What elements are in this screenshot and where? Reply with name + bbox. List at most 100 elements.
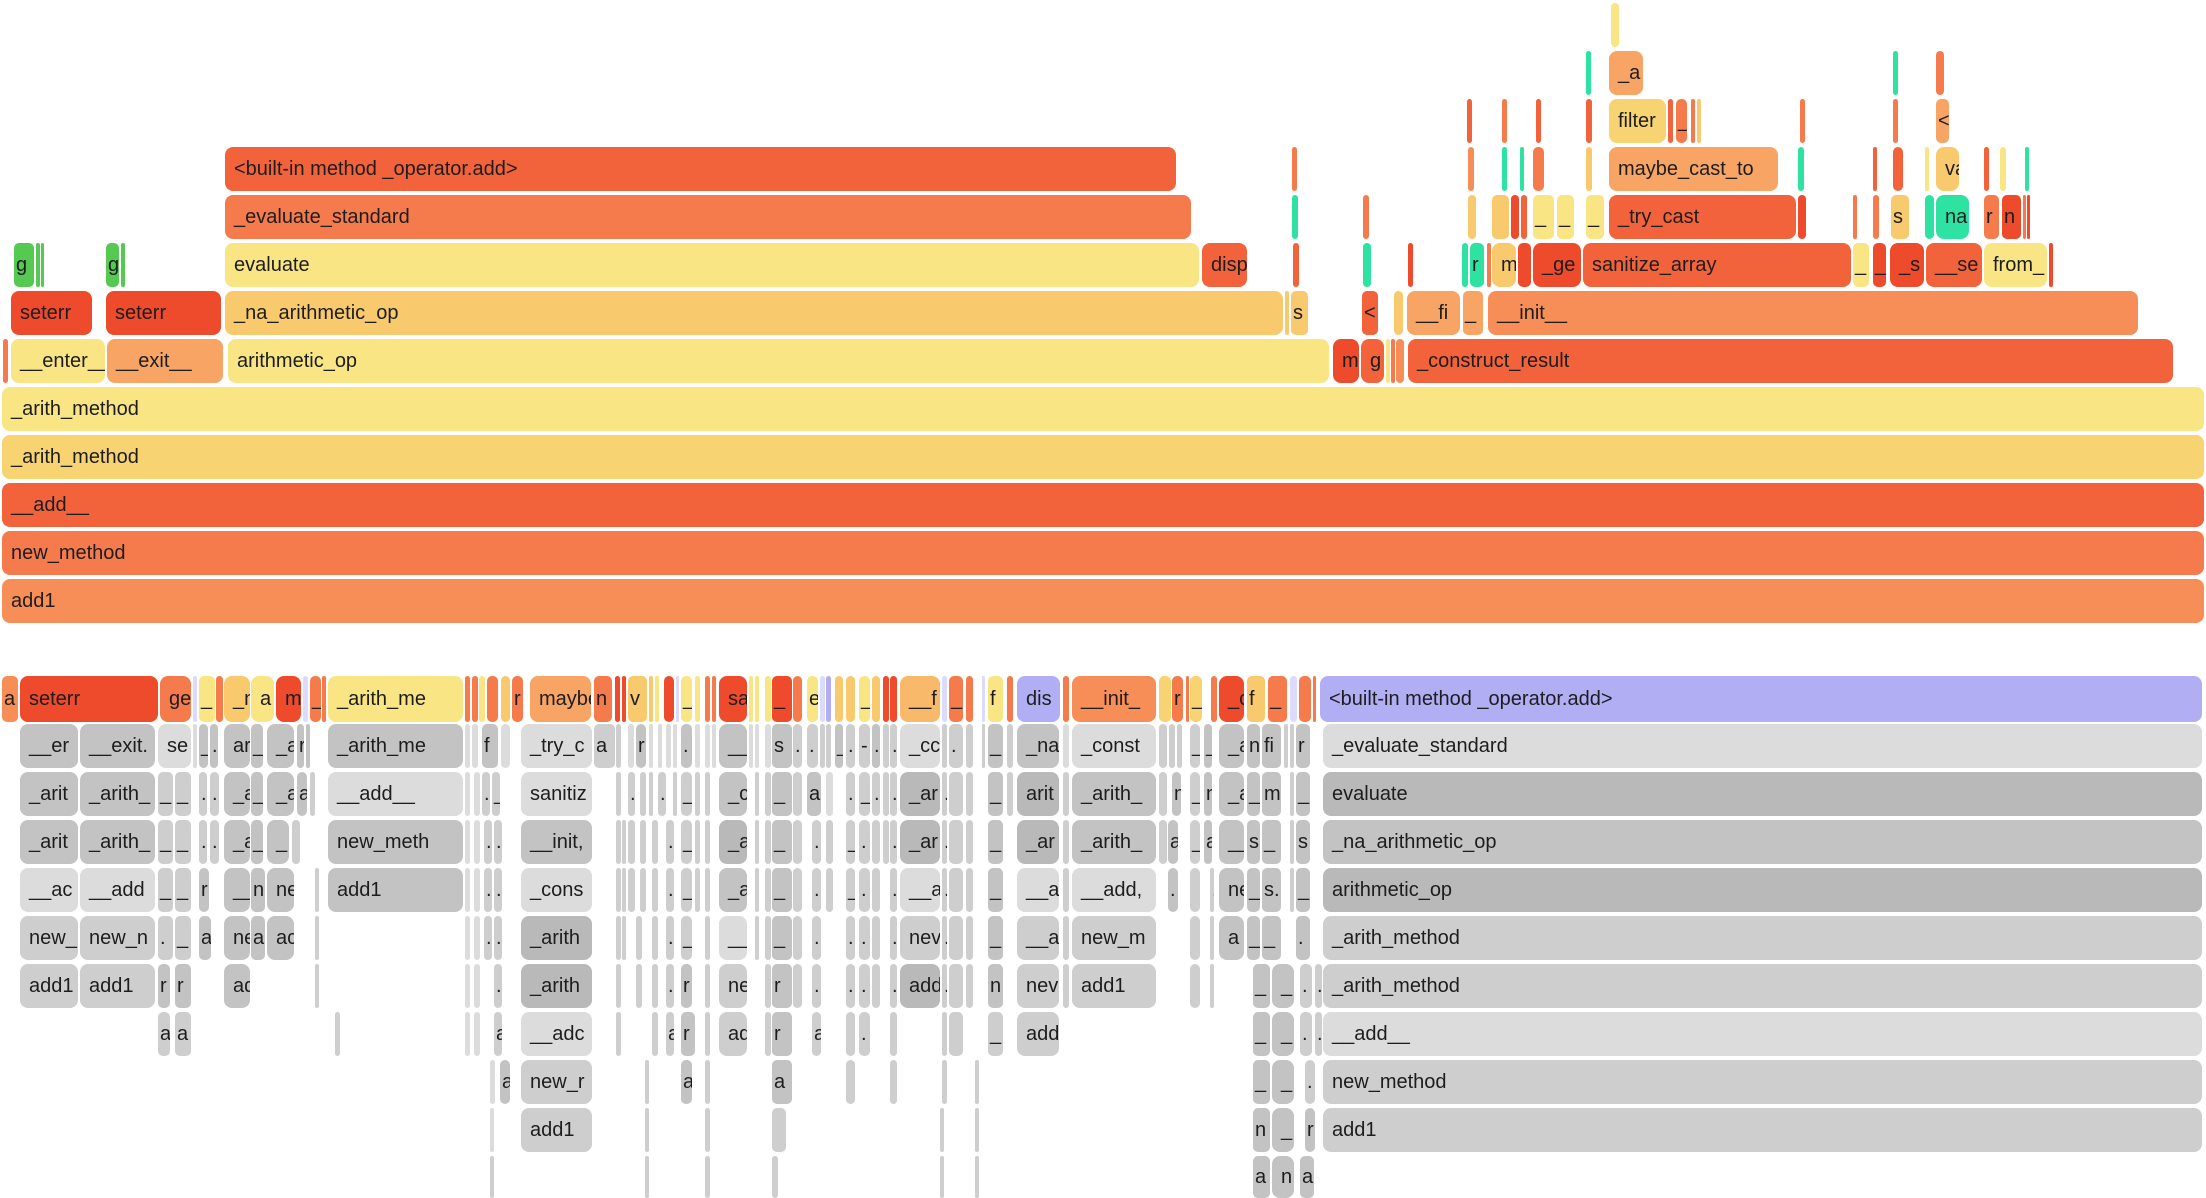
frame-bar[interactable] <box>966 964 973 1008</box>
frame-bar-[interactable]: . <box>681 724 692 768</box>
frame-bar-_arith_[interactable]: _arith_ <box>1072 820 1156 864</box>
frame-bar-_[interactable]: _ <box>175 868 191 912</box>
frame-bar[interactable] <box>474 868 480 912</box>
frame-bar-ac[interactable]: ac <box>267 916 294 960</box>
frame-bar-m[interactable]: m <box>1262 772 1281 816</box>
frame-bar-r[interactable]: r <box>297 724 304 768</box>
frame-bar-_[interactable]: _ <box>310 676 321 722</box>
frame-bar[interactable] <box>1893 147 1903 191</box>
frame-bar-_[interactable]: _ <box>772 916 792 960</box>
frame-bar-__adc[interactable]: __adc <box>521 1012 592 1056</box>
frame-bar[interactable] <box>705 964 710 1008</box>
frame-bar[interactable] <box>2000 147 2006 191</box>
frame-bar-nev[interactable]: nev <box>900 916 940 960</box>
frame-bar[interactable] <box>1586 147 1592 191</box>
frame-bar-a[interactable]: a <box>666 1012 674 1056</box>
frame-bar-_arith_method[interactable]: _arith_method <box>1323 964 2202 1008</box>
frame-bar[interactable] <box>487 676 498 722</box>
frame-bar[interactable] <box>616 724 621 768</box>
frame-bar-f[interactable]: f <box>482 724 498 768</box>
frame-bar-ne[interactable]: ne <box>719 964 747 1008</box>
frame-bar[interactable] <box>1186 676 1189 722</box>
frame-bar[interactable] <box>1210 916 1214 960</box>
frame-bar[interactable] <box>883 724 889 768</box>
frame-bar-[interactable]: . <box>658 772 666 816</box>
frame-bar[interactable] <box>1925 147 1929 191</box>
frame-bar[interactable] <box>41 243 44 287</box>
frame-bar-_[interactable]: _ <box>1296 772 1310 816</box>
frame-bar-[interactable]: . <box>859 820 870 864</box>
frame-bar-_[interactable]: _ <box>1272 964 1294 1008</box>
frame-bar[interactable] <box>616 820 621 864</box>
frame-bar[interactable] <box>658 724 662 768</box>
frame-bar[interactable] <box>1284 724 1288 768</box>
frame-bar-__a[interactable]: __a <box>1017 868 1059 912</box>
frame-bar[interactable] <box>705 676 710 722</box>
frame-bar-__fi[interactable]: __fi <box>1407 291 1460 335</box>
frame-bar[interactable] <box>826 676 831 722</box>
frame-bar[interactable] <box>883 820 889 864</box>
frame-bar-g[interactable]: g <box>1361 339 1384 383</box>
frame-bar-_arith_method[interactable]: _arith_method <box>2 387 2204 431</box>
frame-bar[interactable] <box>765 676 771 722</box>
frame-bar-_[interactable]: _ <box>1253 1012 1270 1056</box>
frame-bar[interactable] <box>649 724 653 768</box>
frame-bar[interactable] <box>1893 99 1898 143</box>
frame-bar[interactable] <box>474 1012 480 1056</box>
frame-bar-[interactable]: . <box>484 868 492 912</box>
frame-bar[interactable] <box>121 243 125 287</box>
frame-bar-__add__[interactable]: __add__ <box>2 483 2204 527</box>
frame-bar-[interactable]: . <box>1315 1012 1322 1056</box>
frame-bar-__f[interactable]: __f <box>900 676 940 722</box>
frame-bar-r[interactable]: r <box>1470 243 1484 287</box>
frame-bar-a[interactable]: a <box>297 772 307 816</box>
frame-bar-__er[interactable]: __er <box>20 724 78 768</box>
frame-bar-evaluate[interactable]: evaluate <box>1323 772 2202 816</box>
frame-bar[interactable] <box>749 724 753 768</box>
frame-bar-[interactable]: . <box>666 820 674 864</box>
frame-bar-_construct_result[interactable]: _construct_result <box>1408 339 2173 383</box>
frame-bar[interactable] <box>975 1156 979 1198</box>
frame-bar-_[interactable]: _ <box>772 676 792 722</box>
frame-bar-_cc[interactable]: _cc <box>900 724 940 768</box>
frame-bar-add[interactable]: add <box>900 964 940 1008</box>
frame-bar-[interactable]: . <box>890 772 897 816</box>
frame-bar-_arith_me[interactable]: _arith_me <box>328 676 463 722</box>
frame-bar-__add__[interactable]: __add__ <box>328 772 463 816</box>
frame-bar-r[interactable]: r <box>681 964 692 1008</box>
frame-bar-[interactable]: . <box>494 964 502 1008</box>
frame-bar[interactable] <box>793 916 802 960</box>
frame-bar[interactable] <box>1611 3 1619 47</box>
frame-bar-a[interactable]: a <box>500 1060 510 1104</box>
frame-bar[interactable] <box>1190 868 1200 912</box>
frame-bar[interactable] <box>501 676 510 722</box>
frame-bar-_a[interactable]: _a <box>267 772 294 816</box>
frame-bar-r[interactable]: r <box>158 964 170 1008</box>
frame-bar-[interactable]: . <box>494 820 502 864</box>
frame-bar-__exit[interactable]: __exit. <box>80 724 155 768</box>
frame-bar-a[interactable]: a <box>1300 1156 1314 1198</box>
frame-bar-_[interactable]: _ <box>1247 868 1260 912</box>
frame-bar[interactable] <box>1211 676 1217 722</box>
frame-bar-_ge[interactable]: _ge <box>1533 243 1581 287</box>
frame-bar[interactable] <box>465 964 470 1008</box>
frame-bar-f[interactable]: f <box>988 676 1003 722</box>
frame-bar-_[interactable]: _ <box>681 868 692 912</box>
frame-bar[interactable] <box>622 868 626 912</box>
frame-bar-seterr[interactable]: seterr <box>106 291 221 335</box>
frame-bar[interactable] <box>1391 339 1395 383</box>
frame-bar-new_method[interactable]: new_method <box>1323 1060 2202 1104</box>
frame-bar[interactable] <box>490 1156 494 1198</box>
frame-bar[interactable] <box>826 724 831 768</box>
frame-bar[interactable] <box>765 724 771 768</box>
frame-bar[interactable] <box>1290 820 1294 864</box>
frame-bar[interactable] <box>826 868 833 912</box>
frame-bar-a[interactable]: a <box>1253 1156 1270 1198</box>
frame-bar[interactable] <box>292 820 300 864</box>
frame-bar[interactable] <box>1668 99 1673 143</box>
frame-bar-add1[interactable]: add1 <box>328 868 463 912</box>
frame-bar[interactable] <box>636 916 642 960</box>
frame-bar[interactable] <box>315 916 319 960</box>
frame-bar[interactable] <box>1063 964 1069 1008</box>
frame-bar[interactable] <box>883 772 889 816</box>
